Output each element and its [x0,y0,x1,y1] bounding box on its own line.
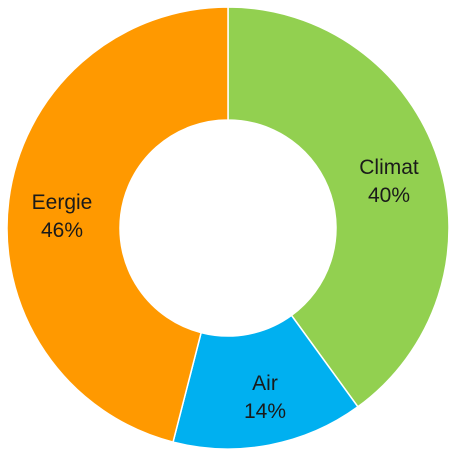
category-label: Air [252,372,278,395]
slice-label-eergie: Eergie 46% [32,191,93,242]
slice-label-air: Air 14% [244,372,286,423]
category-label: Climat [359,156,419,179]
percent-label: 14% [244,400,286,423]
slice-air [172,314,359,450]
slice-eergie [6,6,229,443]
slice-climat [227,6,450,408]
category-label: Eergie [32,191,93,214]
percent-label: 40% [368,184,410,207]
percent-label: 46% [41,219,83,242]
slice-label-climat: Climat 40% [359,156,419,207]
